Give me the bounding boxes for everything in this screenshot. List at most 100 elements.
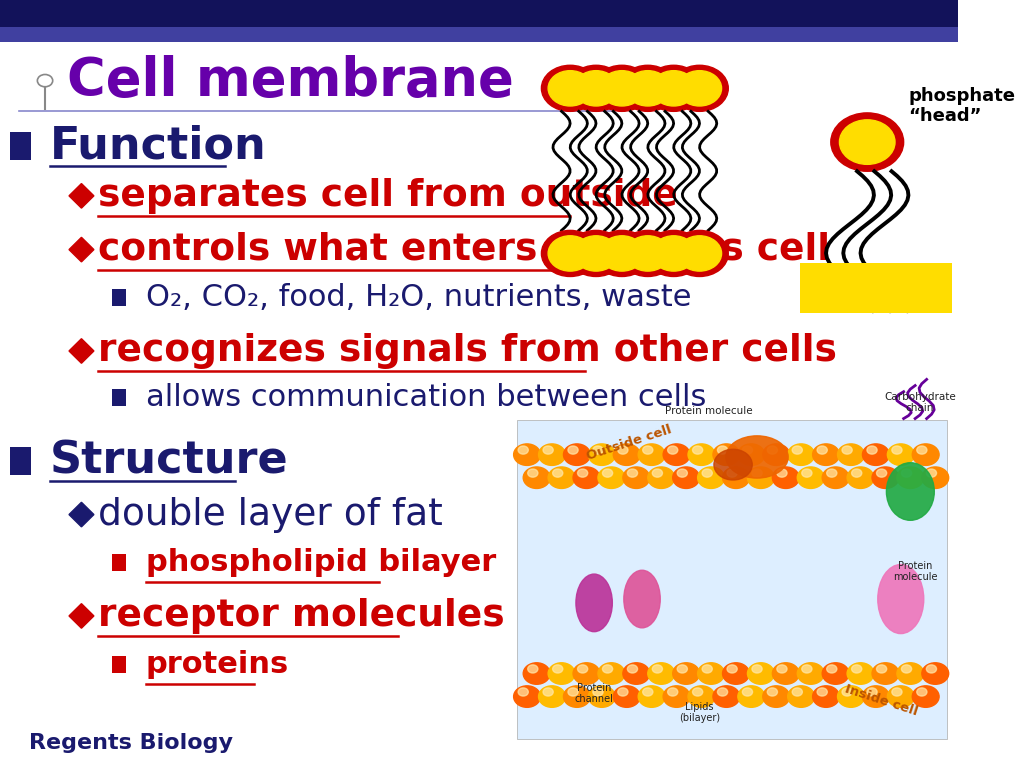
Circle shape: [852, 469, 862, 477]
Circle shape: [748, 467, 774, 488]
Circle shape: [602, 469, 612, 477]
Circle shape: [802, 469, 812, 477]
Circle shape: [548, 663, 574, 684]
Text: recognizes signals from other cells: recognizes signals from other cells: [97, 333, 837, 369]
Circle shape: [651, 236, 695, 271]
Circle shape: [668, 688, 678, 696]
Circle shape: [574, 236, 618, 271]
Circle shape: [589, 444, 615, 465]
Text: Regents Biology: Regents Biology: [29, 733, 232, 753]
Circle shape: [593, 65, 650, 111]
Circle shape: [892, 446, 902, 454]
Circle shape: [539, 444, 565, 465]
Circle shape: [514, 686, 541, 707]
Ellipse shape: [887, 462, 934, 521]
Text: Carbohydrate
chain: Carbohydrate chain: [884, 392, 955, 413]
Circle shape: [568, 688, 579, 696]
Circle shape: [578, 665, 588, 673]
Circle shape: [518, 446, 528, 454]
Text: phosphate
“head”: phosphate “head”: [908, 87, 1016, 125]
Circle shape: [763, 686, 790, 707]
Circle shape: [787, 686, 814, 707]
Circle shape: [645, 65, 702, 111]
Circle shape: [830, 113, 903, 171]
Circle shape: [568, 446, 579, 454]
Circle shape: [802, 665, 812, 673]
Circle shape: [787, 444, 814, 465]
Circle shape: [713, 444, 739, 465]
Circle shape: [862, 444, 889, 465]
Circle shape: [702, 469, 713, 477]
Circle shape: [602, 665, 612, 673]
Circle shape: [901, 665, 911, 673]
Text: Function: Function: [50, 124, 266, 167]
Text: Cell membrane: Cell membrane: [68, 55, 514, 107]
Circle shape: [916, 688, 927, 696]
Circle shape: [838, 444, 864, 465]
Circle shape: [772, 663, 799, 684]
Circle shape: [548, 71, 592, 106]
Circle shape: [518, 688, 528, 696]
Text: Structure: Structure: [50, 439, 289, 482]
Circle shape: [688, 686, 715, 707]
Circle shape: [688, 444, 715, 465]
Circle shape: [872, 467, 899, 488]
Circle shape: [648, 467, 675, 488]
Circle shape: [826, 469, 837, 477]
Circle shape: [628, 469, 638, 477]
Circle shape: [742, 446, 753, 454]
Circle shape: [548, 467, 574, 488]
Circle shape: [668, 446, 678, 454]
Circle shape: [623, 663, 649, 684]
Circle shape: [623, 467, 649, 488]
FancyBboxPatch shape: [517, 420, 947, 739]
Circle shape: [671, 65, 728, 111]
Text: separates cell from outside: separates cell from outside: [97, 178, 678, 214]
Circle shape: [553, 665, 563, 673]
Circle shape: [817, 688, 827, 696]
Circle shape: [673, 467, 699, 488]
Circle shape: [578, 469, 588, 477]
Circle shape: [927, 469, 937, 477]
Circle shape: [617, 446, 628, 454]
Circle shape: [671, 230, 728, 276]
Circle shape: [651, 71, 695, 106]
Circle shape: [748, 663, 774, 684]
Circle shape: [593, 230, 650, 276]
Circle shape: [892, 688, 902, 696]
Circle shape: [613, 444, 640, 465]
Circle shape: [847, 663, 873, 684]
Circle shape: [847, 467, 873, 488]
Ellipse shape: [624, 570, 660, 628]
FancyBboxPatch shape: [112, 554, 127, 571]
Circle shape: [598, 467, 625, 488]
Circle shape: [897, 663, 924, 684]
Circle shape: [897, 467, 924, 488]
Circle shape: [912, 686, 939, 707]
Circle shape: [752, 469, 762, 477]
Ellipse shape: [726, 435, 788, 478]
Text: controls what enters or leaves cell: controls what enters or leaves cell: [97, 232, 829, 267]
Circle shape: [527, 469, 538, 477]
Circle shape: [543, 446, 553, 454]
FancyBboxPatch shape: [112, 656, 127, 673]
Polygon shape: [69, 604, 94, 628]
Circle shape: [718, 446, 728, 454]
Circle shape: [922, 467, 948, 488]
Circle shape: [817, 446, 827, 454]
Text: Inside cell: Inside cell: [844, 682, 920, 718]
Circle shape: [589, 686, 615, 707]
Circle shape: [664, 444, 690, 465]
Text: Outside cell: Outside cell: [585, 423, 673, 463]
Circle shape: [727, 665, 737, 673]
Ellipse shape: [714, 449, 753, 480]
Circle shape: [523, 467, 550, 488]
Circle shape: [600, 236, 644, 271]
Circle shape: [514, 444, 541, 465]
Circle shape: [620, 65, 677, 111]
Circle shape: [593, 688, 603, 696]
Text: O₂, CO₂, food, H₂O, nutrients, waste: O₂, CO₂, food, H₂O, nutrients, waste: [145, 283, 691, 312]
Circle shape: [822, 467, 849, 488]
Text: allows communication between cells: allows communication between cells: [145, 383, 706, 412]
Circle shape: [542, 65, 599, 111]
